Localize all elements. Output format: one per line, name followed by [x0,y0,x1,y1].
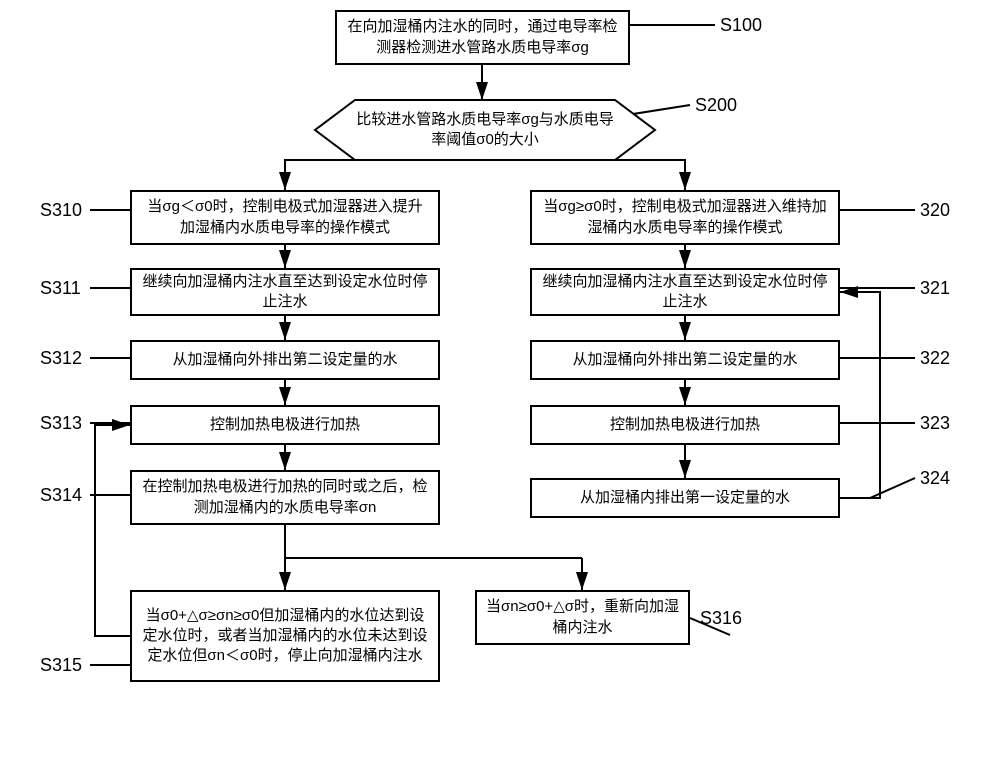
flowchart-box-s312: 从加湿桶向外排出第二设定量的水 [130,340,440,380]
step-label-l310: S310 [40,200,82,221]
flowchart-box-s322: 从加湿桶向外排出第二设定量的水 [530,340,840,380]
step-label-l315: S315 [40,655,82,676]
step-label-l312: S312 [40,348,82,369]
step-label-l313: S313 [40,413,82,434]
step-label-l324: 324 [920,468,950,489]
flowchart-decision-s200: 比较进水管路水质电导率σg与水质电导率阈值σ0的大小 [355,100,615,160]
flowchart-box-s324: 从加湿桶内排出第一设定量的水 [530,478,840,518]
step-label-l311: S311 [40,278,81,299]
step-label-l316: S316 [700,608,742,629]
step-label-l320: 320 [920,200,950,221]
flowchart-box-s316: 当σn≥σ0+△σ时，重新向加湿桶内注水 [475,590,690,645]
step-label-l200: S200 [695,95,737,116]
flowchart-box-s310: 当σg＜σ0时，控制电极式加湿器进入提升加湿桶内水质电导率的操作模式 [130,190,440,245]
flowchart-box-s320: 当σg≥σ0时，控制电极式加湿器进入维持加湿桶内水质电导率的操作模式 [530,190,840,245]
step-label-l322: 322 [920,348,950,369]
flowchart-box-s321: 继续向加湿桶内注水直至达到设定水位时停止注水 [530,268,840,316]
step-label-l321: 321 [920,278,950,299]
step-label-l314: S314 [40,485,82,506]
flowchart-box-s323: 控制加热电极进行加热 [530,405,840,445]
flowchart-box-s311: 继续向加湿桶内注水直至达到设定水位时停止注水 [130,268,440,316]
flowchart-box-s313: 控制加热电极进行加热 [130,405,440,445]
step-label-l323: 323 [920,413,950,434]
flowchart-box-s314: 在控制加热电极进行加热的同时或之后，检测加湿桶内的水质电导率σn [130,470,440,525]
step-label-l100: S100 [720,15,762,36]
flowchart-box-s315: 当σ0+△σ≥σn≥σ0但加湿桶内的水位达到设定水位时，或者当加湿桶内的水位未达… [130,590,440,682]
decision-text: 比较进水管路水质电导率σg与水质电导率阈值σ0的大小 [355,110,615,151]
flowchart-box-s100: 在向加湿桶内注水的同时，通过电导率检测器检测进水管路水质电导率σg [335,10,630,65]
